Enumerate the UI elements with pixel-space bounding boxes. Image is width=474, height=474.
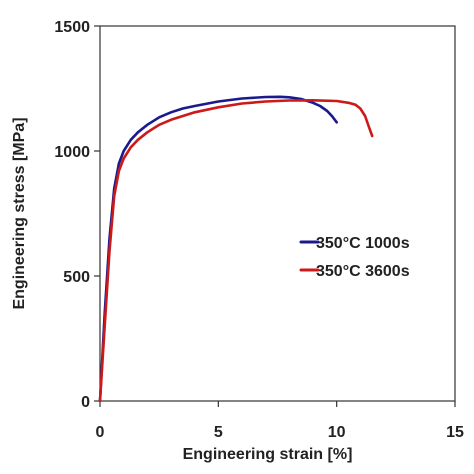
x-tick-label: 15 (446, 424, 464, 441)
x-tick-label: 10 (328, 424, 346, 441)
y-tick-label: 500 (63, 269, 90, 286)
series-layer (98, 95, 374, 403)
y-tick-label: 1500 (54, 19, 90, 36)
legend-label-1000s: 350°C 1000s (316, 235, 410, 252)
x-tick-label: 0 (96, 424, 105, 441)
series-line-3600s (98, 99, 374, 403)
legend-label-3600s: 350°C 3600s (316, 263, 410, 280)
x-tick-label: 5 (214, 424, 223, 441)
y-tick-label: 1000 (54, 144, 90, 161)
y-axis-ticks: 0 500 1000 1500 (54, 19, 100, 411)
x-axis-ticks: 0 5 10 15 (96, 401, 464, 441)
series-line-1000s (98, 95, 338, 403)
x-axis-label: Engineering strain [%] (183, 446, 353, 463)
y-tick-label: 0 (81, 394, 90, 411)
y-axis-label: Engineering stress [MPa] (11, 117, 28, 309)
legend: 350°C 1000s 350°C 3600s (299, 235, 410, 280)
plot-area-frame (99, 25, 456, 402)
